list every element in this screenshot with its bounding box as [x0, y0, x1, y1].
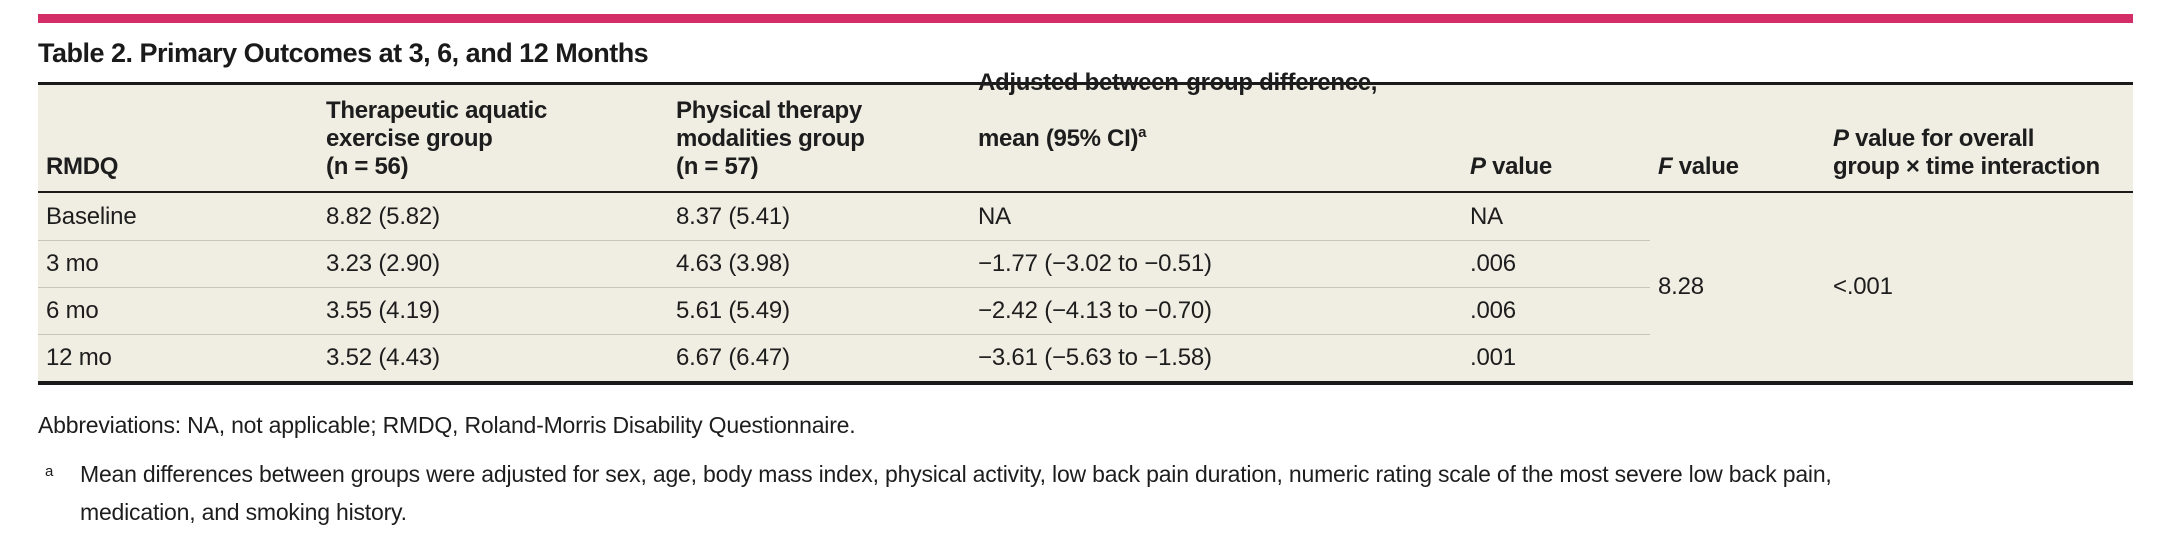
header-cell-adjusted-difference: Adjusted between-group difference, mean …	[970, 69, 1462, 191]
table-figure: Table 2. Primary Outcomes at 3, 6, and 1…	[38, 0, 2133, 531]
header-cell-rmdq: RMDQ	[46, 153, 119, 180]
header-cell-aquatic-group: Therapeutic aquatic exercise group (n = …	[326, 97, 548, 180]
difference-header-line2: mean (95% CI)a	[978, 124, 1147, 152]
footnote-a: a Mean differences between groups were a…	[38, 455, 2133, 531]
modalities-value-cell: 5.61 (5.49)	[668, 287, 970, 334]
header-cell-interaction-p: P value for overall group × time interac…	[1833, 125, 2100, 180]
aquatic-value-cell: 3.55 (4.19)	[318, 287, 668, 334]
modalities-value-cell: 6.67 (6.47)	[668, 334, 970, 381]
table-body: Baseline 8.82 (5.82) 8.37 (5.41) NA NA 3…	[38, 193, 2133, 381]
footnote-marker: a	[45, 463, 54, 480]
footnotes: Abbreviations: NA, not applicable; RMDQ,…	[38, 411, 2133, 531]
difference-value-cell: −2.42 (−4.13 to −0.70)	[970, 287, 1462, 334]
table-header-row: RMDQ Therapeutic aquatic exercise group …	[38, 69, 2133, 193]
p-value-cell: .006	[1462, 287, 1650, 334]
aquatic-value-cell: 3.23 (2.90)	[318, 240, 668, 287]
difference-value-cell: −3.61 (−5.63 to −1.58)	[970, 334, 1462, 381]
interaction-p-cell: <.001	[1833, 273, 1893, 300]
p-value-cell: .001	[1462, 334, 1650, 381]
outcomes-table: RMDQ Therapeutic aquatic exercise group …	[38, 69, 2133, 385]
aquatic-value-cell: 3.52 (4.43)	[318, 334, 668, 381]
p-value-cell: .006	[1462, 240, 1650, 287]
row-label-cell: Baseline	[46, 202, 137, 230]
abbreviations-note: Abbreviations: NA, not applicable; RMDQ,…	[38, 412, 856, 438]
header-cell-f-value: F value	[1658, 153, 1739, 180]
accent-bar	[38, 14, 2133, 23]
row-label-cell: 12 mo	[38, 334, 318, 381]
modalities-value-cell: 4.63 (3.98)	[668, 240, 970, 287]
footnote-a-reference: a	[1138, 124, 1147, 141]
table-title: Table 2. Primary Outcomes at 3, 6, and 1…	[38, 38, 649, 68]
f-value-cell: 8.28	[1658, 273, 1704, 300]
footnote-text: Mean differences between groups were adj…	[80, 461, 1832, 525]
header-cell-p-value: P value	[1470, 153, 1552, 180]
modalities-value-cell: 8.37 (5.41)	[676, 202, 790, 230]
row-label-cell: 6 mo	[38, 287, 318, 334]
header-cell-modalities-group: Physical therapy modalities group (n = 5…	[676, 97, 865, 180]
aquatic-value-cell: 8.82 (5.82)	[326, 202, 440, 230]
p-value-cell: NA	[1470, 202, 1503, 230]
difference-value-cell: NA	[978, 202, 1011, 230]
difference-header-line1: Adjusted between-group difference,	[978, 69, 1378, 96]
difference-value-cell: −1.77 (−3.02 to −0.51)	[970, 240, 1462, 287]
row-label-cell: 3 mo	[38, 240, 318, 287]
